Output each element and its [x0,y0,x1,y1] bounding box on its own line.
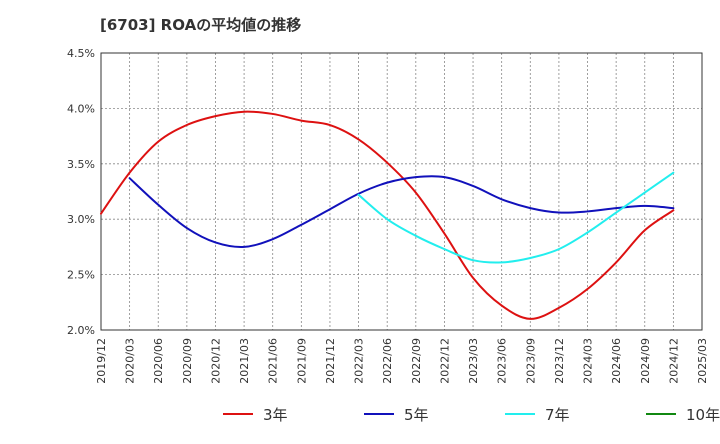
x-tick-label: 2022/03 [353,338,366,384]
legend-label-3: 10年 [686,406,720,424]
legend-label-2: 7年 [545,406,570,424]
plot-background [101,53,702,330]
x-tick-label: 2024/06 [610,338,623,384]
x-tick-label: 2020/12 [209,338,222,384]
plot-frame [100,52,703,331]
x-tick-label: 2023/12 [553,338,566,384]
series-line-2 [357,171,675,264]
plot-area [100,110,675,320]
x-tick-label: 2022/09 [410,338,423,384]
y-tick-label: 3.5% [67,158,95,171]
x-tick-label: 2022/12 [438,338,451,384]
legend-label-1: 5年 [404,406,429,424]
y-tick-label: 2.0% [67,324,95,337]
grid [100,52,703,331]
y-tick-label: 4.0% [67,102,95,115]
x-tick-label: 2019/12 [95,338,108,384]
x-tick-label: 2020/06 [152,338,165,384]
y-tick-label: 4.5% [67,47,95,60]
x-tick-label: 2024/12 [667,338,680,384]
x-tick-label: 2021/12 [324,338,337,384]
y-tick-label: 2.5% [67,269,95,282]
x-tick-label: 2021/09 [295,338,308,384]
legend: 3年 5年 7年 10年 [223,406,720,424]
x-tick-label: 2022/06 [381,338,394,384]
x-tick-label: 2025/03 [696,338,709,384]
x-tick-label: 2020/09 [181,338,194,384]
x-tick-label: 2021/03 [238,338,251,384]
x-tick-label: 2024/09 [639,338,652,384]
x-tick-label: 2021/06 [267,338,280,384]
axes: 4.5% 4.0% 3.5% 3.0% 2.5% 2.0%2019/12 2020/03 20… [67,47,709,384]
x-tick-label: 2024/03 [582,338,595,384]
x-tick-label: 2020/03 [124,338,137,384]
legend-label-0: 3年 [263,406,288,424]
series-line-0 [100,110,675,320]
x-tick-label: 2023/03 [467,338,480,384]
y-tick-label: 3.0% [67,213,95,226]
x-tick-label: 2023/06 [496,338,509,384]
series-line-1 [128,175,675,248]
x-tick-label: 2023/09 [524,338,537,384]
chart-title: [6703] ROAの平均値の推移 [100,16,302,34]
